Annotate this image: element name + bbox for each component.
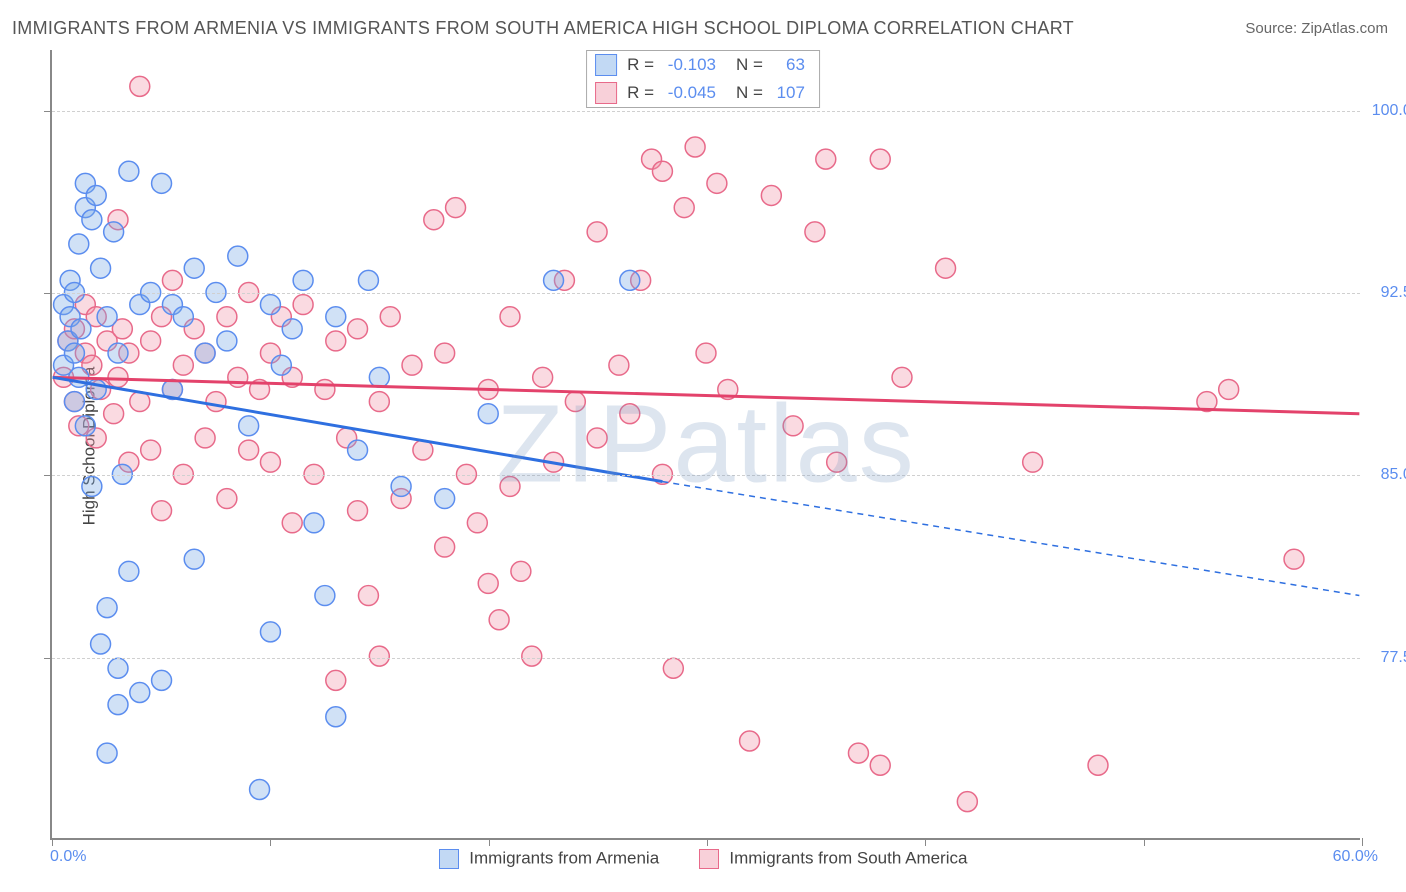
stats-row-armenia: R = -0.103 N = 63 [587,51,819,79]
r-label: R = [627,55,654,75]
n-value-south-america: 107 [769,83,805,103]
n-label: N = [736,83,763,103]
swatch-armenia [595,54,617,76]
y-tick-label: 92.5% [1381,284,1406,302]
legend-swatch-armenia [439,849,459,869]
y-tick-label: 77.5% [1381,649,1406,667]
trend-armenia-extrapolated [662,482,1359,596]
stats-row-south-america: R = -0.045 N = 107 [587,79,819,107]
y-tick-mark [44,111,52,112]
gridline [52,293,1360,294]
legend-label-south-america: Immigrants from South America [729,849,967,868]
chart-title: IMMIGRANTS FROM ARMENIA VS IMMIGRANTS FR… [12,18,1074,39]
series-legend: Immigrants from Armenia Immigrants from … [0,848,1406,869]
gridline [52,475,1360,476]
correlation-chart: IMMIGRANTS FROM ARMENIA VS IMMIGRANTS FR… [0,0,1406,892]
source-label: Source: [1245,20,1297,37]
n-label: N = [736,55,763,75]
r-value-armenia: -0.103 [660,55,716,75]
x-tick-mark [489,838,490,846]
stats-legend: R = -0.103 N = 63 R = -0.045 N = 107 [586,50,820,108]
swatch-south-america [595,82,617,104]
x-tick-mark [1362,838,1363,846]
x-tick-mark [925,838,926,846]
y-tick-mark [44,293,52,294]
plot-area: ZIPatlas 77.5%85.0%92.5%100.0% [50,50,1360,840]
source-attribution: Source: ZipAtlas.com [1245,20,1388,37]
y-tick-mark [44,658,52,659]
y-tick-label: 100.0% [1372,102,1406,120]
trend-layer [52,50,1360,838]
legend-swatch-south-america [699,849,719,869]
source-name[interactable]: ZipAtlas.com [1301,20,1388,37]
gridline [52,111,1360,112]
trend-south-america [53,377,1360,413]
n-value-armenia: 63 [769,55,805,75]
gridline [52,658,1360,659]
legend-label-armenia: Immigrants from Armenia [469,849,659,868]
r-label: R = [627,83,654,103]
r-value-south-america: -0.045 [660,83,716,103]
x-tick-mark [707,838,708,846]
y-tick-mark [44,475,52,476]
x-tick-mark [52,838,53,846]
y-tick-label: 85.0% [1381,466,1406,484]
x-tick-mark [270,838,271,846]
x-tick-mark [1144,838,1145,846]
